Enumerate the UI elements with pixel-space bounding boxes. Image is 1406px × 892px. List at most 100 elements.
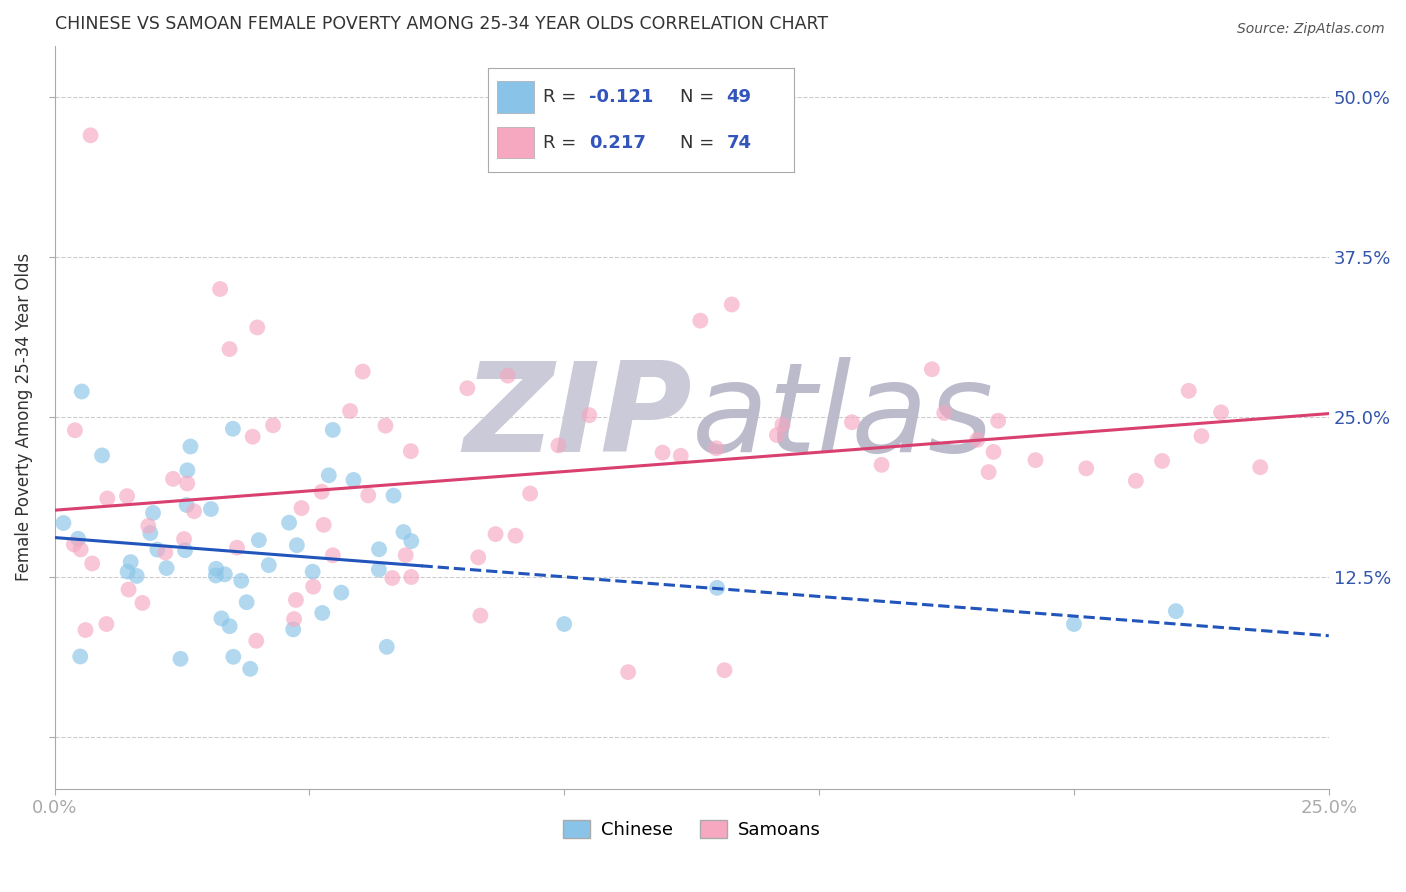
Point (1189, 429, 1212, 443)
Point (1164, 604, 1187, 618)
Point (651, 445, 673, 459)
Point (720, 297, 742, 311)
Point (322, 549, 344, 563)
Point (69, 542, 91, 557)
Point (209, 282, 232, 296)
Point (75, 623, 97, 637)
Point (183, 504, 205, 518)
Point (235, 595, 257, 609)
Point (131, 596, 153, 610)
Point (67, 532, 90, 546)
Point (374, 418, 396, 433)
Point (578, 408, 600, 422)
Point (713, 663, 735, 677)
Point (1076, 461, 1098, 475)
Point (174, 543, 197, 558)
Legend: Chinese, Samoans: Chinese, Samoans (555, 813, 828, 847)
Point (689, 313, 711, 327)
Point (966, 433, 988, 447)
Point (290, 501, 312, 516)
Point (352, 365, 374, 379)
Point (214, 567, 236, 582)
Point (155, 545, 177, 559)
Point (82, 557, 104, 571)
Point (392, 524, 415, 539)
Point (302, 580, 325, 594)
Point (226, 541, 249, 555)
Point (242, 430, 264, 444)
Point (70, 384, 93, 399)
Point (870, 458, 893, 472)
Point (1249, 460, 1271, 475)
Point (401, 534, 423, 549)
Point (342, 473, 364, 487)
Point (467, 550, 489, 565)
Point (205, 568, 228, 582)
Point (357, 488, 380, 502)
Point (318, 468, 340, 483)
Point (257, 558, 280, 573)
Point (841, 415, 863, 429)
Point (987, 414, 1010, 428)
Point (606, 103, 628, 117)
Point (375, 640, 398, 654)
Point (766, 428, 789, 442)
Point (278, 516, 301, 530)
Point (311, 484, 333, 499)
Point (322, 423, 344, 437)
Point (368, 542, 391, 557)
Point (1024, 453, 1046, 467)
Point (142, 506, 165, 520)
Point (706, 581, 728, 595)
Point (176, 498, 198, 512)
Point (139, 526, 162, 541)
Point (399, 444, 422, 458)
Point (91, 449, 114, 463)
Point (983, 445, 1005, 459)
Point (505, 529, 527, 543)
Point (176, 476, 198, 491)
Y-axis label: Female Poverty Among 25-34 Year Olds: Female Poverty Among 25-34 Year Olds (15, 253, 32, 582)
Point (63, 537, 86, 551)
Point (1063, 617, 1085, 632)
Point (339, 404, 361, 418)
Text: Source: ZipAtlas.com: Source: ZipAtlas.com (1237, 22, 1385, 37)
Point (395, 548, 418, 562)
Point (96, 617, 118, 632)
Point (285, 538, 308, 552)
Point (247, 533, 270, 548)
Point (1209, 405, 1232, 419)
Point (704, 442, 727, 456)
Point (496, 368, 519, 383)
Point (470, 608, 492, 623)
Point (169, 652, 191, 666)
Point (381, 571, 404, 585)
Point (245, 633, 267, 648)
Text: ZIP: ZIP (463, 357, 692, 477)
Point (382, 489, 405, 503)
Point (284, 593, 307, 607)
Point (934, 406, 956, 420)
Point (69, 649, 91, 664)
Point (399, 570, 422, 584)
Point (96, 491, 118, 506)
Point (921, 362, 943, 376)
Point (283, 612, 305, 626)
Point (120, 555, 142, 569)
Point (222, 422, 245, 436)
Point (547, 438, 569, 452)
Point (669, 449, 692, 463)
Point (218, 342, 240, 356)
Point (205, 562, 228, 576)
Point (179, 440, 201, 454)
Point (231, 574, 253, 588)
Point (79, 128, 101, 143)
Point (553, 617, 575, 632)
Point (117, 565, 139, 579)
Point (63, 423, 86, 437)
Point (262, 418, 284, 433)
Point (162, 472, 184, 486)
Point (456, 381, 478, 395)
Point (176, 463, 198, 477)
Point (330, 585, 353, 599)
